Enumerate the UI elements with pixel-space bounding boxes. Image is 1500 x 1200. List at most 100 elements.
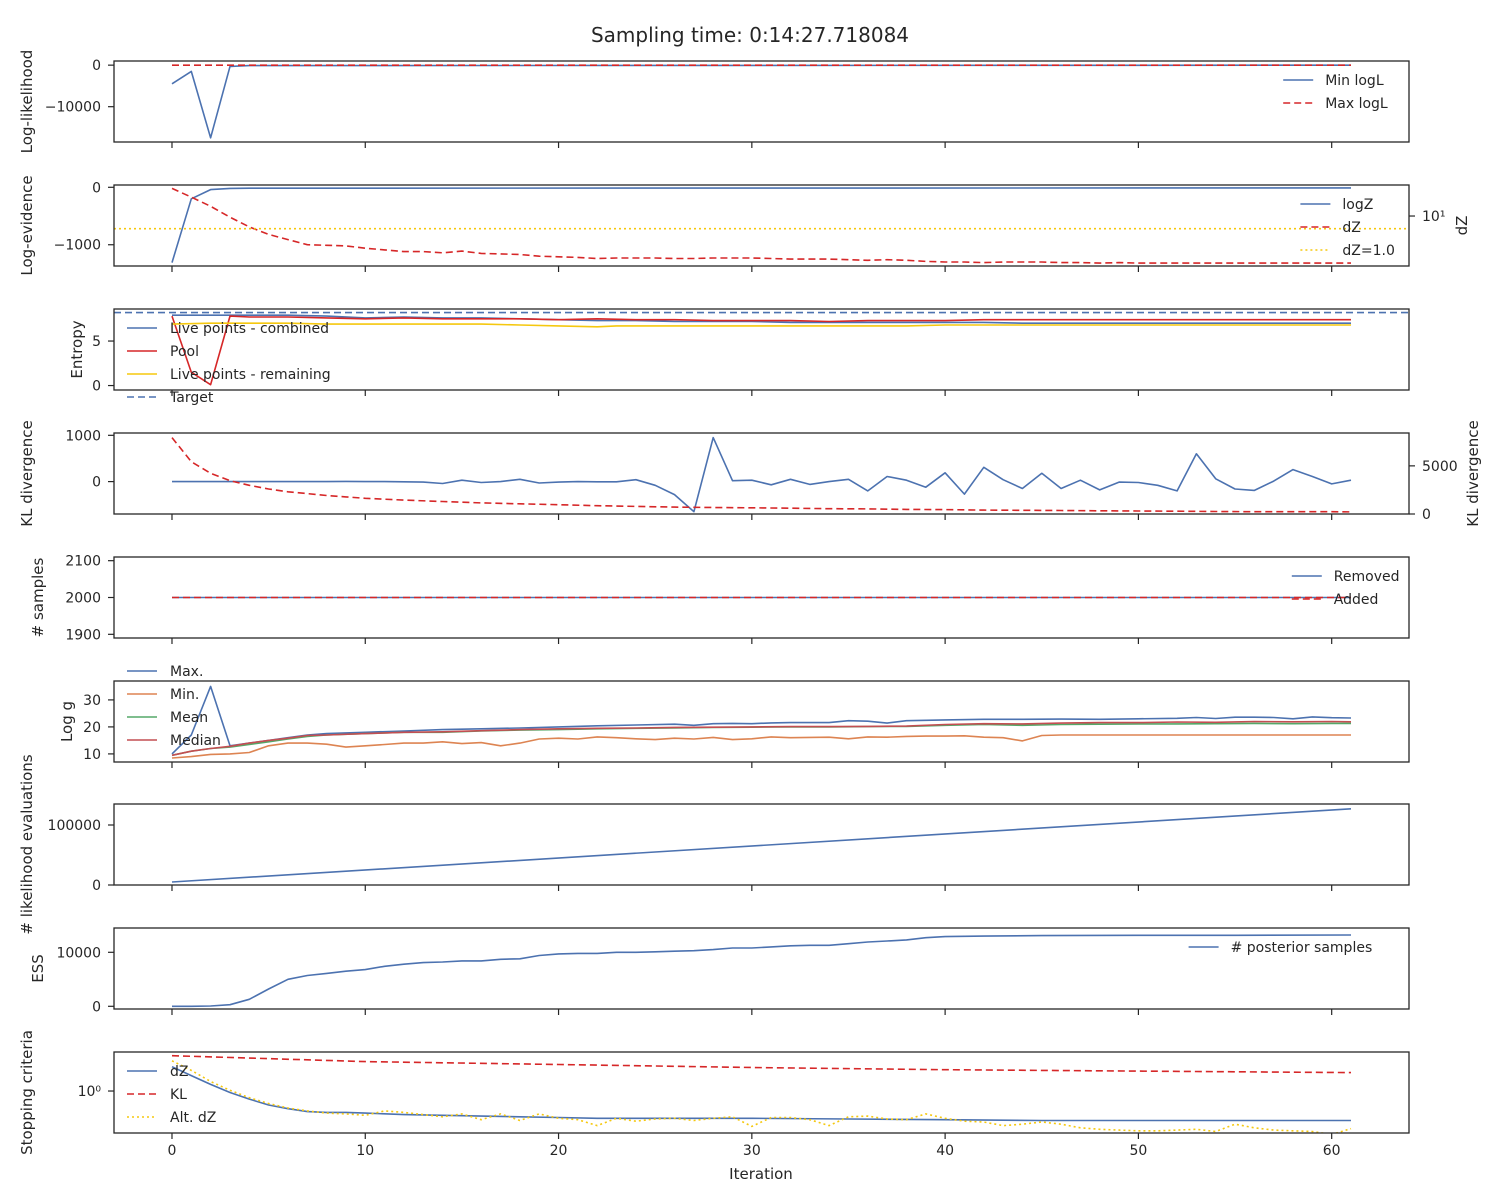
series-line-6-4 bbox=[171, 720, 1352, 757]
y-tick-label: 1900 bbox=[65, 627, 101, 643]
x-tick-label: 50 bbox=[1129, 1143, 1147, 1159]
legend: Live points - combined Pool Live points - … bbox=[127, 321, 331, 406]
legend-label: dZ bbox=[170, 1064, 188, 1080]
legend-label: Added bbox=[1334, 592, 1379, 608]
panel-5: 2100 2000 1900 # samples Removed Added bbox=[29, 554, 1410, 644]
series-line-9-1 bbox=[171, 1065, 1351, 1122]
y-tick-label: 100000 bbox=[48, 818, 101, 834]
legend-label: Live points - remaining bbox=[170, 367, 331, 383]
y-axis-label-right: dZ bbox=[1453, 216, 1471, 236]
axes-frame bbox=[113, 308, 1410, 391]
legend-label: Median bbox=[170, 733, 221, 749]
series-line-6-2 bbox=[171, 734, 1351, 759]
y-tick-label: 0 bbox=[92, 999, 101, 1015]
legend-label: Removed bbox=[1334, 569, 1400, 585]
y-axis-label-right: KL divergence bbox=[1464, 420, 1482, 526]
y-tick-label: 5 bbox=[92, 334, 101, 350]
y-tick-label: 10⁰ bbox=[78, 1084, 102, 1100]
legend: # posterior samples bbox=[1188, 940, 1373, 956]
legend-label: logZ bbox=[1342, 197, 1373, 213]
series-line-9-2 bbox=[171, 1054, 1352, 1074]
x-tick-label: 0 bbox=[168, 1143, 177, 1159]
y-tick-label: 0 bbox=[92, 58, 101, 74]
legend-label: Max logL bbox=[1325, 96, 1388, 112]
y-tick-label: −10000 bbox=[45, 100, 101, 116]
y-tick-label: 10 bbox=[83, 747, 101, 763]
axes-frame bbox=[113, 432, 1410, 515]
axes-frame bbox=[113, 60, 1410, 143]
panel-2: 0 −1000 10¹ Log-evidence dZ logZ dZ dZ=1.0 bbox=[18, 175, 1471, 275]
x-tick-label: 30 bbox=[743, 1143, 761, 1159]
panel-7: 100000 0 # likelihood evaluations bbox=[18, 754, 1410, 935]
legend-label: Min. bbox=[170, 687, 199, 703]
panel-1: 0 −10000 Log-likelihood Min logL Max logL bbox=[18, 50, 1410, 154]
series-line-3-2 bbox=[171, 315, 1351, 386]
x-tick-label: 40 bbox=[936, 1143, 954, 1159]
series-line-2-2 bbox=[171, 187, 1351, 264]
legend-label: Alt. dZ bbox=[170, 1110, 216, 1126]
y-right-tick-label: 0 bbox=[1422, 507, 1431, 523]
series-line-4-1 bbox=[172, 436, 1352, 513]
figure-title: Sampling time: 0:14:27.718084 bbox=[591, 23, 909, 47]
legend: logZ dZ dZ=1.0 bbox=[1300, 197, 1395, 259]
y-tick-label: 0 bbox=[92, 475, 101, 491]
y-axis-label: Log-evidence bbox=[18, 175, 36, 275]
series-line-3-1 bbox=[172, 314, 1351, 325]
y-tick-label: 0 bbox=[92, 379, 101, 395]
y-tick-label: 1000 bbox=[65, 428, 101, 444]
series-line-7-1 bbox=[171, 808, 1352, 883]
y-tick-label: −1000 bbox=[54, 238, 101, 254]
legend-label: Min logL bbox=[1325, 73, 1384, 89]
legend: Removed Added bbox=[1291, 569, 1400, 608]
y-axis-label: ESS bbox=[29, 954, 47, 983]
legend: Max. Min. Mean Median bbox=[127, 664, 221, 749]
series-line-1-1 bbox=[171, 64, 1352, 139]
axes-frame bbox=[113, 927, 1410, 1010]
panel-4: 1000 0 0 5000 KL divergence KL divergence bbox=[18, 420, 1482, 526]
panel-8: 10000 0 ESS # posterior samples bbox=[29, 927, 1410, 1015]
x-axis-label: Iteration bbox=[729, 1165, 793, 1183]
y-right-tick-label: 10¹ bbox=[1422, 209, 1445, 225]
x-tick-label: 20 bbox=[550, 1143, 568, 1159]
legend-label: dZ=1.0 bbox=[1342, 243, 1394, 259]
panel-6: 30 20 10 Log g Max. Min. Mean Median bbox=[58, 664, 1410, 768]
y-tick-label: 10000 bbox=[56, 945, 101, 961]
y-axis-label: Stopping criteria bbox=[18, 1030, 36, 1155]
legend-label: # posterior samples bbox=[1231, 940, 1373, 956]
y-axis-label: Log g bbox=[58, 701, 76, 742]
legend: Min logL Max logL bbox=[1283, 73, 1388, 112]
series-line-4-2 bbox=[171, 437, 1352, 513]
y-tick-label: 2100 bbox=[65, 554, 101, 570]
legend: dZ KL Alt. dZ bbox=[127, 1064, 216, 1126]
legend-label: Target bbox=[169, 390, 214, 406]
series-line-9-3 bbox=[171, 1060, 1352, 1133]
series-line-6-3 bbox=[171, 722, 1351, 757]
series-line-6-1 bbox=[171, 685, 1352, 755]
axes-frame bbox=[113, 803, 1410, 886]
series-line-2-1 bbox=[171, 187, 1352, 263]
y-tick-label: 0 bbox=[92, 878, 101, 894]
x-tick-label: 10 bbox=[356, 1143, 374, 1159]
panel-9: 0 10 20 30 40 50 60 10⁰ Stopping criteria dZ KL Alt… bbox=[18, 1030, 1410, 1159]
legend-label: KL bbox=[170, 1087, 187, 1103]
y-tick-label: 0 bbox=[92, 180, 101, 196]
legend-label: Live points - combined bbox=[170, 321, 329, 337]
y-axis-label: # samples bbox=[29, 557, 47, 637]
legend-label: Max. bbox=[170, 664, 203, 680]
y-tick-label: 2000 bbox=[65, 591, 101, 607]
y-tick-label: 30 bbox=[83, 693, 101, 709]
y-tick-label: 20 bbox=[83, 720, 101, 736]
x-tick-label: 60 bbox=[1323, 1143, 1341, 1159]
axes-frame bbox=[113, 680, 1410, 763]
legend-label: dZ bbox=[1342, 220, 1360, 236]
y-right-tick-label: 5000 bbox=[1422, 459, 1458, 475]
y-axis-label: Log-likelihood bbox=[18, 50, 36, 154]
y-axis-label: Entropy bbox=[68, 320, 86, 378]
series-line-8-1 bbox=[172, 934, 1352, 1008]
y-axis-label: # likelihood evaluations bbox=[18, 754, 36, 934]
axes-frame bbox=[113, 1051, 1410, 1134]
legend-label: Pool bbox=[170, 344, 199, 360]
